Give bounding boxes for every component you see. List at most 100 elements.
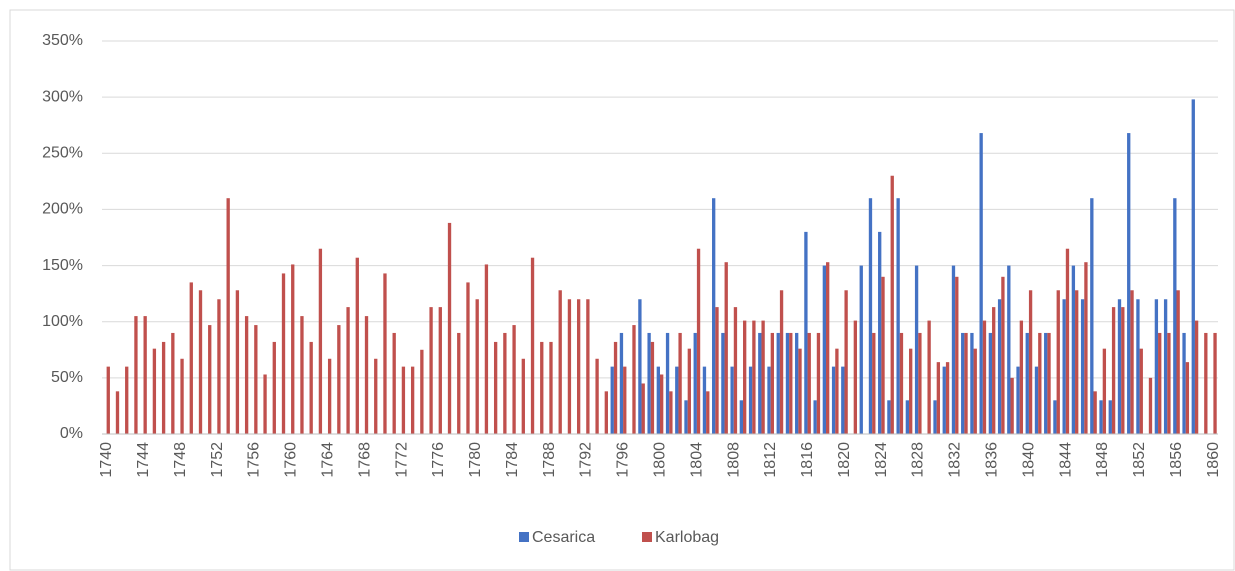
bar	[438, 307, 442, 434]
x-tick-label: 1772	[393, 442, 410, 478]
bar	[208, 325, 212, 434]
x-tick-label: 1804	[688, 442, 705, 478]
bar	[973, 348, 977, 434]
bar	[758, 332, 762, 434]
bar	[447, 222, 452, 434]
bar	[619, 332, 624, 434]
bar	[493, 341, 498, 434]
bar	[355, 257, 359, 434]
bar	[576, 299, 581, 434]
bar	[853, 320, 858, 434]
y-tick-label: 0%	[60, 425, 83, 442]
bar	[992, 307, 996, 434]
bar	[804, 231, 808, 434]
x-tick-label: 1744	[135, 442, 152, 478]
legend-swatch	[642, 532, 652, 542]
x-tick-label: 1800	[652, 442, 669, 478]
bar	[872, 332, 876, 434]
x-tick-label: 1824	[873, 442, 890, 478]
bar	[429, 307, 433, 434]
bar	[1121, 307, 1125, 434]
bar	[1127, 133, 1131, 434]
bar	[374, 358, 378, 434]
bar	[1090, 198, 1094, 434]
x-tick-label: 1808	[725, 442, 742, 478]
bar	[868, 198, 873, 434]
bar	[512, 325, 516, 434]
bar	[970, 332, 974, 434]
bar	[1075, 290, 1079, 434]
bar	[933, 400, 937, 434]
y-tick-label: 250%	[42, 145, 83, 162]
bar	[647, 332, 651, 434]
x-tick-label: 1776	[430, 442, 447, 478]
bar	[125, 366, 129, 434]
bar	[613, 341, 618, 434]
bar	[152, 348, 157, 434]
bar	[841, 366, 845, 434]
legend-swatch	[519, 532, 529, 542]
x-tick-label: 1820	[836, 442, 853, 478]
bar	[1173, 198, 1177, 434]
bar	[776, 332, 780, 434]
bar	[831, 366, 836, 434]
bar	[997, 299, 1002, 434]
bar	[604, 391, 608, 434]
bar	[733, 307, 738, 434]
bar	[693, 332, 697, 434]
bar	[503, 332, 507, 434]
bar	[1185, 362, 1190, 434]
bar	[1176, 290, 1180, 434]
bar	[1062, 299, 1066, 434]
bar	[1034, 366, 1039, 434]
bar	[730, 366, 734, 434]
bar	[1044, 332, 1048, 434]
bar	[300, 316, 304, 434]
bar	[106, 366, 110, 434]
bar	[1167, 332, 1171, 434]
bar	[982, 320, 987, 434]
y-tick-label: 150%	[42, 257, 83, 274]
bar	[748, 366, 753, 434]
bar	[171, 332, 175, 434]
y-tick-label: 300%	[42, 88, 83, 105]
bar	[410, 366, 415, 434]
bar	[638, 299, 642, 434]
bar	[951, 265, 956, 434]
bar	[899, 332, 904, 434]
bar	[816, 332, 821, 434]
bar	[979, 133, 983, 434]
x-tick-label: 1860	[1205, 442, 1222, 478]
bar	[189, 282, 193, 434]
bar	[610, 366, 614, 434]
bar	[235, 290, 240, 434]
y-tick-label: 100%	[42, 313, 83, 330]
x-tick-label: 1780	[467, 442, 484, 478]
bar	[1182, 332, 1186, 434]
bar	[226, 198, 230, 434]
bar	[1080, 299, 1085, 434]
bar	[678, 332, 682, 434]
bar	[1204, 332, 1208, 434]
bar	[955, 276, 959, 434]
bar	[263, 374, 267, 434]
bar	[364, 316, 369, 434]
bar	[1139, 348, 1143, 434]
x-tick-label: 1844	[1057, 442, 1074, 478]
bar	[484, 264, 489, 434]
bar	[1007, 265, 1011, 434]
bar	[291, 264, 295, 434]
bar	[859, 265, 863, 434]
bar	[327, 358, 332, 434]
bar	[890, 175, 894, 434]
bar	[721, 332, 725, 434]
bar	[684, 400, 688, 434]
bar	[1154, 299, 1159, 434]
bar	[272, 341, 276, 434]
bar	[420, 349, 424, 434]
bar	[807, 332, 811, 434]
bar	[1136, 299, 1140, 434]
bar	[595, 358, 599, 434]
bar	[936, 362, 941, 434]
